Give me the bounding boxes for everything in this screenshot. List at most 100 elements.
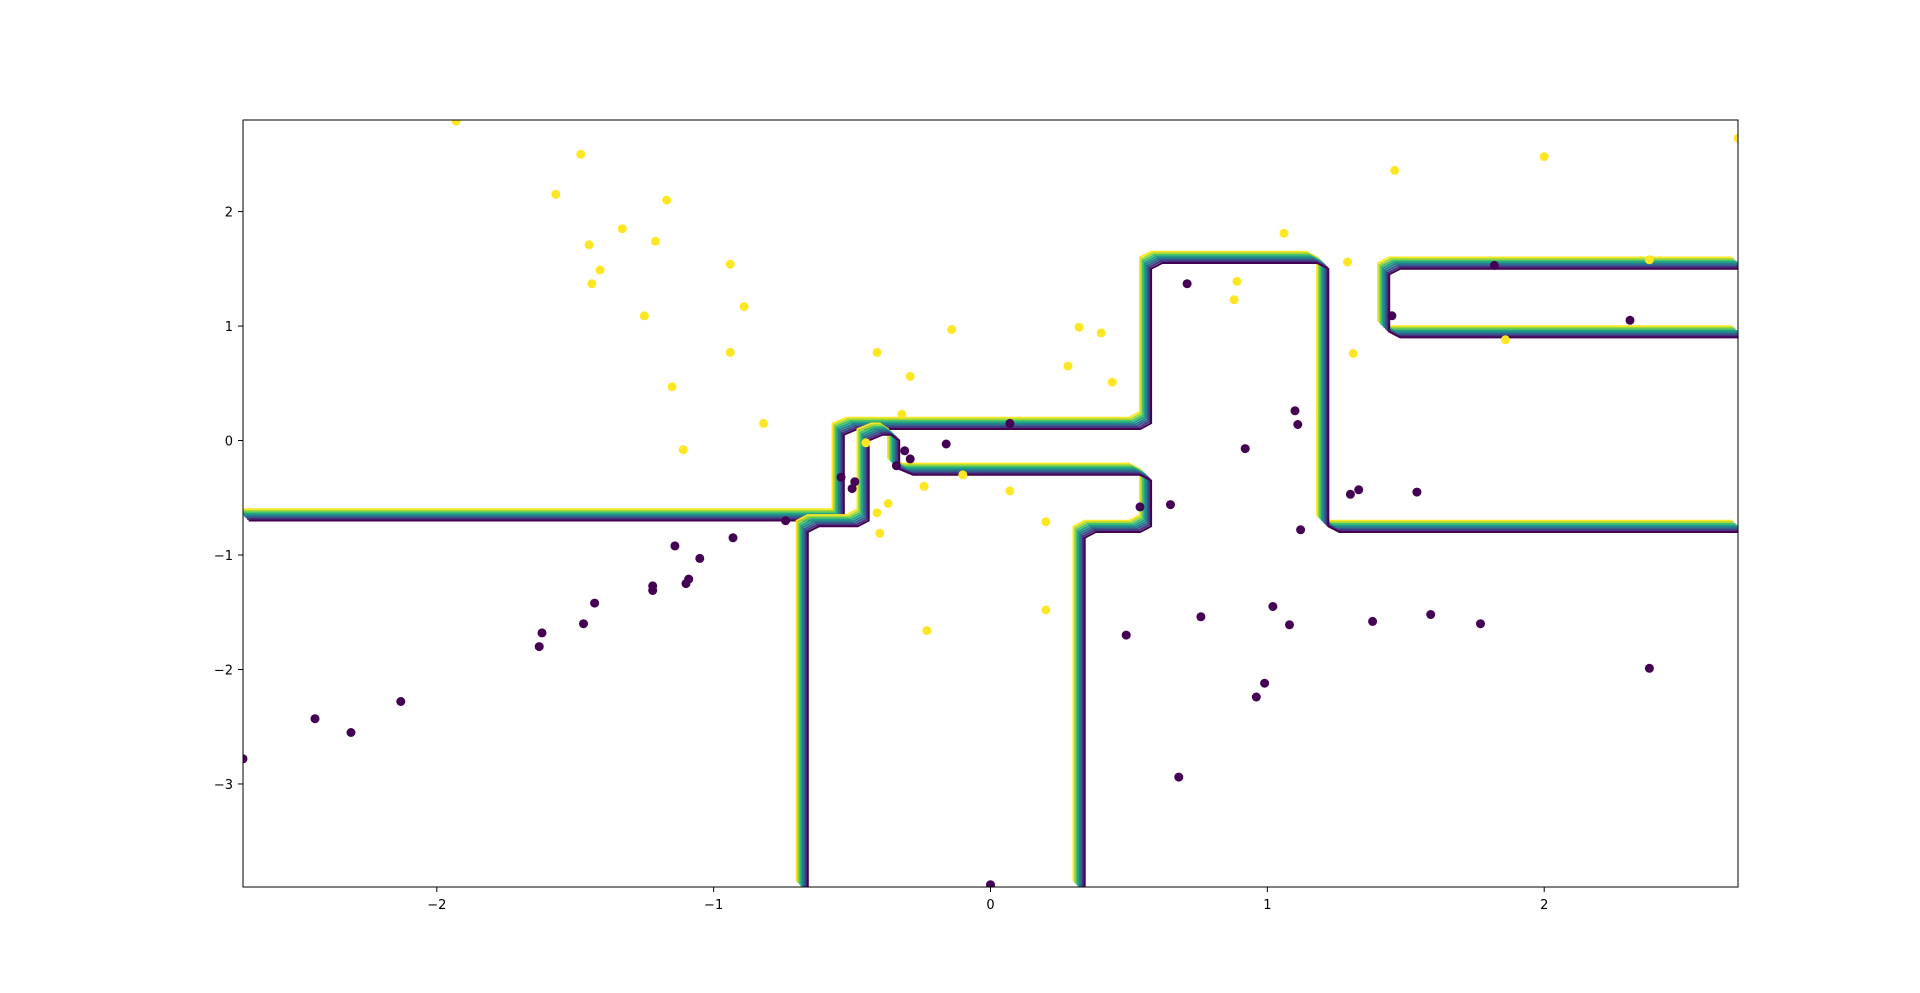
point-class-1-25 — [947, 325, 957, 334]
point-class-1-26 — [958, 470, 968, 480]
contour-line-1-5 — [803, 430, 1149, 887]
point-class-0-44 — [1426, 610, 1436, 619]
x-tick-label-0: −2 — [427, 898, 446, 913]
point-class-0-27 — [1166, 500, 1175, 510]
plot-background — [243, 120, 1738, 887]
point-class-0-39 — [1345, 489, 1355, 499]
point-class-0-47 — [1625, 315, 1635, 325]
point-class-1-17 — [872, 347, 882, 357]
point-class-0-14 — [728, 533, 738, 543]
contour-line-1-4 — [802, 428, 1148, 887]
point-class-0-34 — [1268, 602, 1278, 611]
point-class-1-8 — [651, 236, 660, 246]
contour-line-2-4 — [1383, 262, 1738, 334]
point-class-0-12 — [684, 574, 694, 584]
point-class-0-18 — [850, 477, 860, 487]
x-tick-label-3: 1 — [1263, 898, 1271, 913]
point-class-1-28 — [1041, 517, 1051, 527]
contour-line-1-6 — [805, 432, 1151, 887]
point-class-1-0 — [451, 120, 461, 126]
scatter-points — [243, 120, 1738, 887]
contour-line-1-3 — [800, 427, 1146, 887]
contour-line-2-3 — [1381, 261, 1738, 332]
point-class-1-31 — [1074, 322, 1084, 332]
point-class-0-20 — [900, 446, 910, 456]
point-class-1-38 — [1348, 349, 1358, 358]
contour-line-2-5 — [1385, 264, 1738, 336]
point-class-0-48 — [1644, 663, 1654, 673]
point-class-1-21 — [897, 409, 907, 419]
contour-line-2-6 — [1386, 266, 1738, 337]
point-class-0-21 — [905, 454, 915, 464]
y-tick-label-5: 2 — [225, 206, 233, 221]
contour-line-2-1 — [1378, 258, 1734, 329]
contour-line-2-2 — [1380, 259, 1736, 331]
point-class-0-26 — [1135, 502, 1145, 512]
y-tick-label-4: 1 — [225, 320, 233, 335]
decision-boundary-contours — [243, 250, 1738, 887]
point-class-1-5 — [595, 265, 605, 275]
point-class-1-22 — [905, 371, 915, 381]
point-class-0-9 — [648, 586, 658, 595]
point-class-0-46 — [1489, 260, 1499, 270]
point-class-0-16 — [836, 472, 846, 482]
point-class-0-41 — [1368, 616, 1378, 626]
contour-line-0-0 — [243, 250, 1733, 522]
point-class-1-29 — [1041, 605, 1051, 615]
contour-line-0-3 — [243, 255, 1738, 527]
point-class-0-28 — [1174, 772, 1184, 782]
point-class-0-1 — [310, 714, 320, 724]
point-class-1-18 — [872, 508, 882, 518]
point-class-0-45 — [1476, 619, 1485, 629]
point-class-1-27 — [1005, 486, 1015, 496]
y-tick-label-0: −3 — [214, 778, 233, 793]
contour-line-0-5 — [245, 258, 1738, 530]
y-axis: −3 −2 −1 0 1 2 — [214, 206, 243, 793]
point-class-1-15 — [759, 418, 768, 428]
point-class-1-24 — [922, 626, 932, 636]
point-class-1-43 — [1733, 133, 1738, 143]
point-class-0-10 — [670, 541, 680, 551]
contour-line-1-7 — [806, 433, 1153, 887]
point-class-1-9 — [662, 195, 672, 205]
point-class-0-22 — [941, 439, 951, 449]
point-class-1-23 — [919, 481, 929, 491]
contour-line-0-7 — [248, 261, 1738, 533]
contour-line-2-0 — [1377, 256, 1733, 328]
point-class-0-5 — [537, 628, 547, 638]
point-class-0-42 — [1387, 311, 1397, 321]
x-tick-label-1: −1 — [704, 898, 723, 913]
point-class-0-30 — [1196, 612, 1206, 622]
point-class-0-24 — [986, 880, 995, 887]
x-tick-label-2: 0 — [986, 898, 994, 913]
contour-line-0-2 — [243, 253, 1736, 525]
contour-line-0-6 — [247, 260, 1738, 532]
y-tick-label-3: 0 — [225, 435, 233, 450]
contour-line-0-1 — [243, 252, 1734, 524]
point-class-0-23 — [1005, 418, 1015, 428]
point-class-0-19 — [891, 461, 901, 471]
point-class-1-2 — [576, 149, 586, 159]
point-class-0-0 — [243, 754, 248, 764]
point-class-1-20 — [883, 499, 893, 508]
point-class-1-39 — [1390, 165, 1400, 175]
point-class-1-16 — [861, 438, 871, 448]
x-axis: −2 −1 0 1 2 — [427, 887, 1548, 913]
point-class-0-36 — [1290, 406, 1300, 416]
point-class-1-35 — [1232, 276, 1242, 286]
y-tick-label-2: −1 — [214, 549, 233, 564]
point-class-0-7 — [590, 598, 600, 608]
point-class-0-25 — [1121, 630, 1131, 640]
point-class-0-2 — [346, 728, 356, 737]
point-class-1-40 — [1500, 335, 1510, 345]
point-class-1-13 — [725, 347, 735, 357]
point-class-0-6 — [579, 619, 588, 629]
point-class-0-3 — [396, 697, 406, 706]
point-class-1-3 — [584, 240, 594, 250]
contour-line-2-7 — [1388, 267, 1738, 339]
point-class-1-34 — [1229, 295, 1239, 305]
point-class-0-37 — [1293, 420, 1303, 429]
point-class-0-15 — [781, 516, 791, 526]
point-class-1-42 — [1644, 255, 1654, 265]
